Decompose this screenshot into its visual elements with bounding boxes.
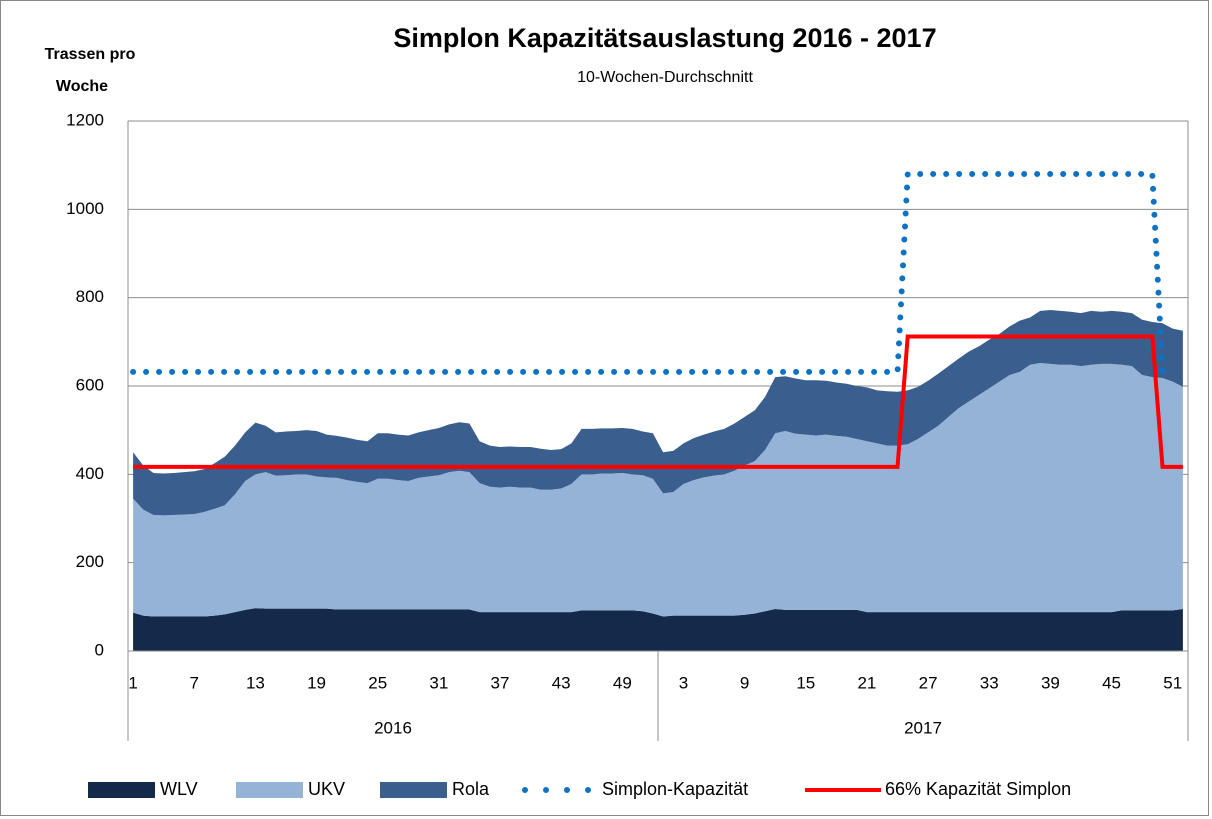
x-tick-label: 45	[1102, 673, 1121, 692]
y-tick-label: 600	[76, 375, 104, 394]
legend-label: Simplon-Kapazität	[602, 779, 748, 799]
x-tick-label: 19	[307, 673, 326, 692]
y-axis-label: Trassen pro	[45, 46, 136, 63]
y-tick-label: 0	[95, 640, 104, 659]
legend-label: UKV	[308, 779, 345, 799]
area	[133, 608, 1183, 651]
x-tick-label: 13	[246, 673, 265, 692]
legend-label: 66% Kapazität Simplon	[885, 779, 1071, 799]
x-tick-label: 1	[128, 673, 137, 692]
x-tick-label: 25	[368, 673, 387, 692]
y-tick-label: 1200	[66, 110, 104, 129]
area	[133, 363, 1183, 617]
chart-subtitle: 10-Wochen-Durchschnitt	[577, 69, 753, 86]
legend-label: Rola	[452, 779, 490, 799]
line	[133, 334, 1183, 469]
x-tick-label: 7	[190, 673, 199, 692]
y-axis-label: Woche	[56, 78, 108, 95]
x-group-label: 2017	[904, 718, 942, 737]
x-tick-label: 49	[613, 673, 632, 692]
y-tick-label: 400	[76, 464, 104, 483]
legend-swatch	[380, 782, 447, 798]
x-group-label: 2016	[374, 718, 412, 737]
y-tick-label: 200	[76, 552, 104, 571]
y-tick-label: 800	[76, 287, 104, 306]
x-tick-label: 43	[552, 673, 571, 692]
x-tick-label: 31	[429, 673, 448, 692]
x-tick-label: 15	[796, 673, 815, 692]
x-tick-label: 51	[1163, 673, 1182, 692]
x-tick-label: 39	[1041, 673, 1060, 692]
x-tick-label: 9	[740, 673, 749, 692]
legend-label: WLV	[160, 779, 198, 799]
legend-swatch	[236, 782, 303, 798]
x-tick-label: 27	[919, 673, 938, 692]
area	[133, 310, 1183, 516]
legend-swatch	[88, 782, 155, 798]
x-tick-label: 33	[980, 673, 999, 692]
x-tick-label: 3	[679, 673, 688, 692]
chart-title: Simplon Kapazitätsauslastung 2016 - 2017	[393, 23, 936, 53]
y-tick-label: 1000	[66, 199, 104, 218]
x-tick-label: 37	[491, 673, 510, 692]
x-tick-label: 21	[857, 673, 876, 692]
line	[130, 171, 1166, 375]
